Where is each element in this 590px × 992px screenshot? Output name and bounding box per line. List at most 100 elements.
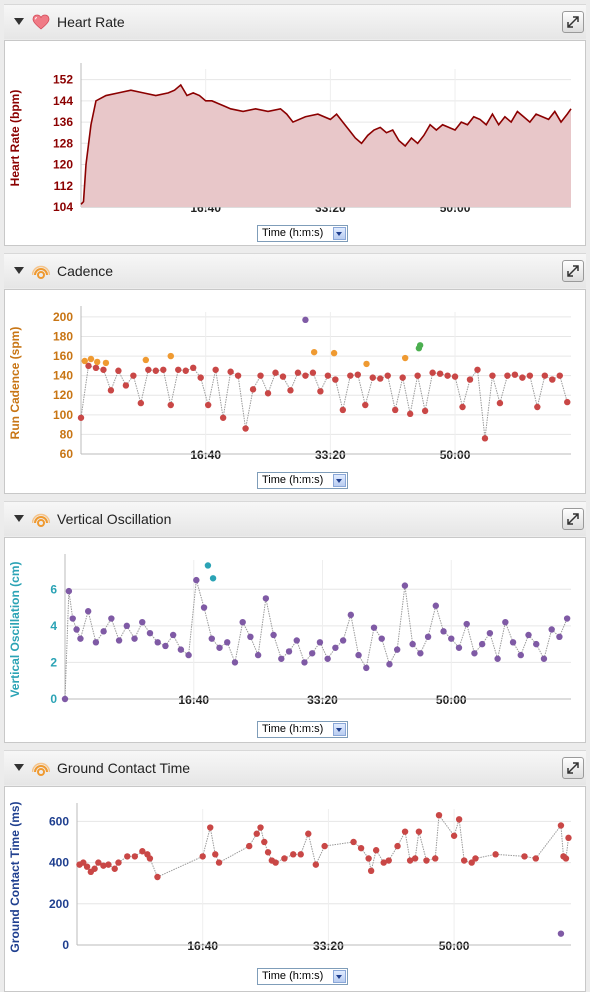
connector-line bbox=[558, 618, 568, 638]
data-point bbox=[564, 398, 571, 406]
collapse-arrow-icon[interactable] bbox=[14, 18, 24, 25]
data-point bbox=[107, 387, 115, 394]
connector-line bbox=[474, 643, 483, 654]
connector-line bbox=[207, 369, 217, 406]
data-point bbox=[562, 855, 570, 862]
connector-line bbox=[149, 858, 158, 878]
data-point bbox=[167, 401, 174, 409]
x-axis-select[interactable]: Time (h:m:s) bbox=[257, 472, 348, 489]
data-point bbox=[81, 357, 88, 365]
data-point bbox=[347, 611, 355, 619]
x-axis-select[interactable]: Time (h:m:s) bbox=[257, 968, 348, 985]
chevron-down-icon[interactable] bbox=[333, 970, 346, 983]
cadence-chart-area: 60 80 100 120 140 160 180 200 16:40 33:20 50:00 Run… bbox=[4, 289, 586, 494]
data-point bbox=[502, 618, 509, 626]
expand-button[interactable] bbox=[562, 11, 584, 33]
y-tick-label: 140 bbox=[53, 369, 73, 383]
y-tick-label: 160 bbox=[53, 349, 73, 363]
connector-line bbox=[529, 375, 538, 408]
data-point bbox=[302, 316, 309, 324]
data-point bbox=[77, 635, 84, 642]
data-point bbox=[406, 410, 414, 418]
data-point bbox=[91, 865, 98, 872]
data-point bbox=[130, 372, 137, 379]
data-point bbox=[270, 631, 277, 639]
data-point bbox=[83, 863, 91, 870]
x-tick-label: 50:00 bbox=[436, 693, 467, 707]
panel-header: Cadence bbox=[4, 253, 586, 288]
connector-line bbox=[450, 638, 460, 649]
connector-line bbox=[263, 841, 269, 853]
data-point bbox=[190, 364, 197, 372]
data-point bbox=[541, 372, 549, 379]
connector-line bbox=[170, 369, 179, 406]
x-axis-select[interactable]: Time (h:m:s) bbox=[257, 225, 348, 242]
data-point bbox=[247, 633, 254, 641]
connector-line bbox=[265, 598, 275, 636]
connector-line bbox=[424, 372, 434, 412]
connector-line bbox=[79, 611, 89, 639]
connector-line bbox=[162, 369, 172, 406]
x-axis-select[interactable]: Time (h:m:s) bbox=[257, 721, 348, 738]
data-point bbox=[355, 651, 362, 659]
expand-button[interactable] bbox=[562, 260, 584, 282]
data-point bbox=[521, 853, 528, 860]
collapse-arrow-icon[interactable] bbox=[14, 515, 24, 522]
x-tick-label: 16:40 bbox=[187, 939, 218, 953]
data-point bbox=[84, 608, 92, 615]
data-point bbox=[100, 862, 107, 869]
connector-line bbox=[404, 831, 411, 861]
data-point bbox=[287, 387, 294, 394]
data-point bbox=[145, 366, 152, 373]
connector-line bbox=[495, 853, 525, 857]
data-point bbox=[486, 629, 494, 637]
data-point bbox=[415, 828, 423, 835]
data-point bbox=[416, 342, 424, 349]
expand-button[interactable] bbox=[562, 757, 584, 779]
data-point bbox=[492, 851, 499, 858]
data-point bbox=[549, 376, 556, 383]
data-point bbox=[526, 372, 534, 379]
chevron-down-icon[interactable] bbox=[333, 474, 346, 487]
data-point bbox=[455, 816, 463, 823]
data-point bbox=[69, 615, 76, 622]
data-point bbox=[370, 624, 378, 631]
connector-line bbox=[427, 605, 437, 637]
data-point bbox=[111, 865, 118, 872]
data-point bbox=[455, 644, 463, 651]
data-point bbox=[509, 639, 517, 646]
connector-line bbox=[402, 377, 411, 414]
connector-line bbox=[497, 622, 506, 659]
collapse-arrow-icon[interactable] bbox=[14, 267, 24, 274]
data-point bbox=[432, 602, 440, 609]
data-point bbox=[417, 650, 424, 657]
data-point bbox=[208, 635, 215, 642]
expand-button[interactable] bbox=[562, 508, 584, 530]
y-axis-label: Vertical Oscillation (cm) bbox=[8, 561, 22, 697]
data-point bbox=[309, 369, 317, 376]
ground-contact-time-chart-area: 0 200 400 600 16:40 33:20 50:00 Ground Contact … bbox=[4, 786, 586, 992]
connector-line bbox=[249, 636, 259, 656]
connector-line bbox=[438, 814, 455, 837]
data-point bbox=[281, 855, 288, 862]
data-point bbox=[167, 352, 174, 360]
y-tick-label: 136 bbox=[53, 115, 73, 129]
chevron-down-icon[interactable] bbox=[333, 227, 346, 240]
connector-line bbox=[195, 579, 205, 608]
connector-line bbox=[132, 375, 142, 404]
data-point bbox=[460, 857, 468, 864]
data-point bbox=[137, 399, 145, 407]
collapse-arrow-icon[interactable] bbox=[14, 764, 24, 771]
data-point bbox=[293, 637, 300, 644]
data-point bbox=[87, 355, 95, 363]
connector-line bbox=[296, 640, 305, 663]
data-point bbox=[204, 401, 212, 409]
data-point bbox=[401, 828, 409, 835]
connector-line bbox=[237, 375, 247, 429]
chevron-down-icon[interactable] bbox=[333, 723, 346, 736]
data-point bbox=[197, 374, 204, 381]
connector-line bbox=[462, 379, 471, 408]
connector-line bbox=[200, 377, 209, 406]
data-point bbox=[77, 414, 85, 421]
data-point bbox=[204, 562, 212, 569]
